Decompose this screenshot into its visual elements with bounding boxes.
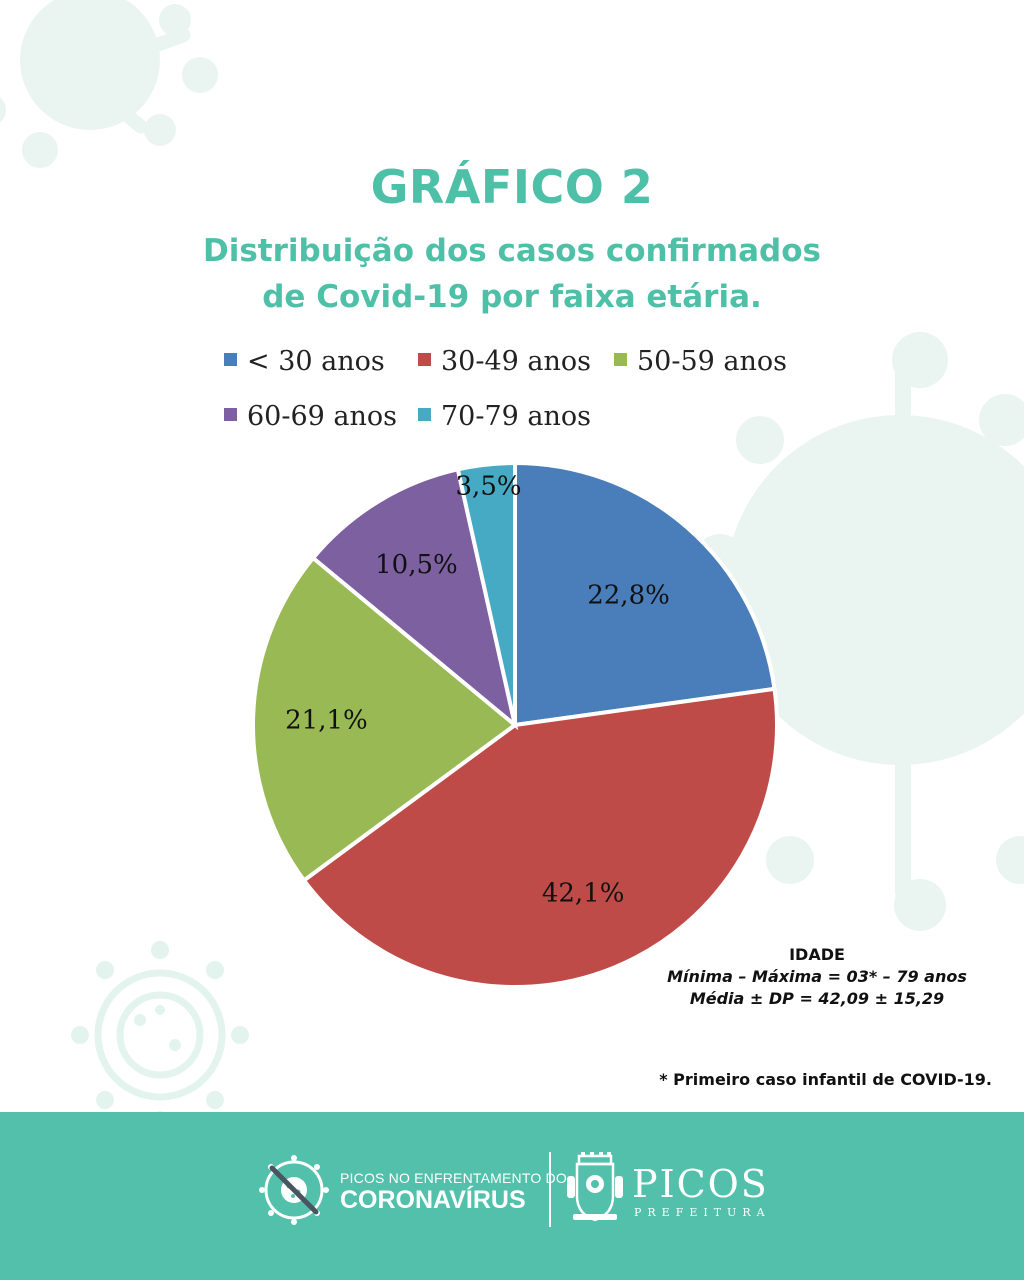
legend-swatch-30-49 (418, 353, 431, 366)
legend-item-70-79: 70-79 anos (418, 401, 591, 432)
legend-swatch-50-59 (614, 353, 627, 366)
age-stats-title: IDADE (789, 945, 845, 964)
footer-left-logo-line1: PICOS NO ENFRENTAMENTO DO (340, 1170, 567, 1186)
age-stats: IDADE Mínima – Máxima = 03* – 79 anos Mé… (620, 944, 1014, 1010)
pie-label-60-69: 10,5% (375, 550, 458, 580)
age-min-max: Mínima – Máxima = 03* – 79 anos (667, 967, 967, 986)
pie-slice-30-49 (301, 686, 779, 989)
legend-label-30-49: 30-49 anos (441, 346, 592, 377)
footer-left-logo-line2: CORONAVÍRUS (340, 1186, 526, 1214)
age-mean-sd: Média ± DP = 42,09 ± 15,29 (689, 989, 945, 1008)
legend-item-60-69: 60-69 anos (224, 401, 397, 432)
legend-swatch-70-79 (418, 408, 431, 421)
virus-crossed-icon (259, 1155, 329, 1225)
legend-label-70-79: 70-79 anos (441, 401, 592, 432)
chart-subtitle: Distribuição dos casos confirmados de Co… (0, 228, 1024, 320)
footer-right-logo-line1: PICOS (632, 1162, 769, 1206)
pie-slice-70-79 (455, 460, 517, 726)
pie-label-under-30: 22,8% (587, 581, 670, 611)
pie-label-50-59: 21,1% (285, 706, 368, 736)
legend-swatch-under-30 (224, 353, 237, 366)
legend-item-50-59: 50-59 anos (614, 346, 787, 377)
pie-slice-under-30 (513, 460, 777, 728)
legend-label-60-69: 60-69 anos (247, 401, 398, 432)
legend-label-under-30: < 30 anos (247, 346, 385, 377)
pie-label-30-49: 42,1% (542, 878, 625, 908)
legend-swatch-60-69 (224, 408, 237, 421)
legend-item-30-49: 30-49 anos (418, 346, 591, 377)
pie-slice-60-69 (310, 466, 519, 731)
footer-banner: PICOS NO ENFRENTAMENTO DO CORONAVÍRUS PI… (0, 1112, 1024, 1280)
subtitle-line-1: Distribuição dos casos confirmados (202, 233, 821, 269)
footer-divider (549, 1152, 551, 1227)
chart-title: GRÁFICO 2 (370, 160, 654, 214)
city-crest-icon (567, 1152, 623, 1222)
footnote: * Primeiro caso infantil de COVID-19. (659, 1070, 992, 1089)
footer-right-logo-line2: PREFEITURA (634, 1206, 771, 1219)
legend-label-50-59: 50-59 anos (637, 346, 788, 377)
subtitle-line-2: de Covid-19 por faixa etária. (262, 279, 762, 315)
legend-item-under-30: < 30 anos (224, 346, 385, 377)
pie-slice-50-59 (251, 555, 519, 884)
pie-label-70-79: 3,5% (456, 471, 522, 501)
